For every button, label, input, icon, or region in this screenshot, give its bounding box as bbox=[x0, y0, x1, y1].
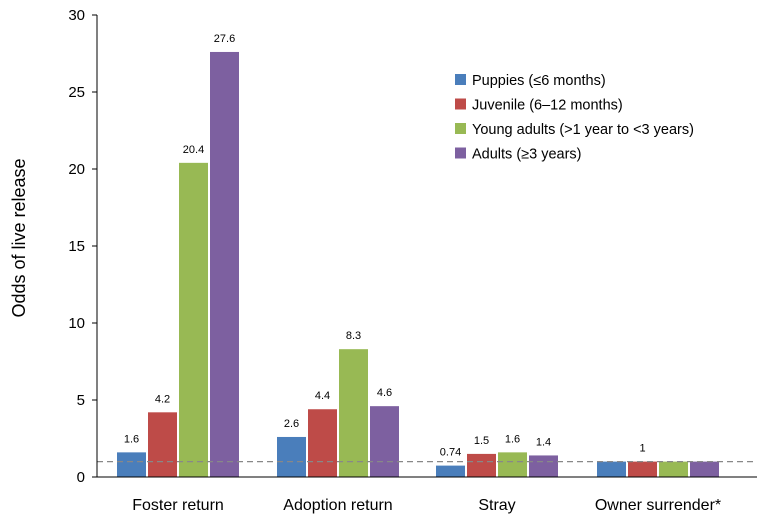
bar-4-4 bbox=[690, 461, 719, 477]
bar-1-4 bbox=[210, 51, 239, 478]
y-tick-label-3: 10 bbox=[68, 315, 85, 332]
y-axis-title: Odds of live release bbox=[9, 158, 29, 317]
y-tick-label-2: 5 bbox=[77, 392, 85, 409]
legend-swatch-4 bbox=[455, 147, 466, 159]
legend-label-1: Puppies (≤6 months) bbox=[472, 73, 606, 89]
bar-3-4 bbox=[529, 455, 558, 477]
x-tick-label-3: Stray bbox=[478, 497, 515, 514]
data-labels-layer: 1.6 4.2 20.4 27.6 2.6 4.4 8.3 4.6 0.74 1.5 1.6 1.4 1 bbox=[124, 33, 646, 459]
data-label-2-4: 4.6 bbox=[377, 387, 392, 399]
bar-2-4 bbox=[370, 406, 399, 477]
data-label-3-1: 0.74 bbox=[440, 447, 461, 459]
data-label-3-2: 1.5 bbox=[474, 435, 489, 447]
x-tick-label-1: Foster return bbox=[132, 497, 224, 514]
legend-label-4: Adults (≥3 years) bbox=[472, 147, 582, 163]
y-tick-label-4: 15 bbox=[68, 238, 85, 255]
data-label-1-1: 1.6 bbox=[124, 433, 139, 445]
axes-layer: Foster return Adoption return Stray Owner s… bbox=[68, 7, 757, 514]
bar-2-1 bbox=[277, 436, 306, 477]
data-label-3-4: 1.4 bbox=[536, 436, 551, 448]
bar-2-2 bbox=[308, 409, 337, 477]
bar-1-3 bbox=[179, 162, 208, 477]
bar-4-2 bbox=[628, 461, 657, 477]
y-tick-label-1: 0 bbox=[77, 469, 85, 486]
data-label-4-2: 1 bbox=[639, 443, 645, 455]
bar-4-3 bbox=[659, 461, 688, 477]
legend-label-2: Juvenile (6–12 months) bbox=[472, 98, 623, 114]
legend-swatch-3 bbox=[455, 123, 466, 134]
bar-3-2 bbox=[467, 453, 496, 477]
data-label-1-4: 27.6 bbox=[214, 33, 235, 45]
bar-4-1 bbox=[597, 461, 626, 477]
x-tick-label-2: Adoption return bbox=[283, 497, 392, 514]
data-label-2-2: 4.4 bbox=[315, 390, 330, 402]
x-tick-label-4: Owner surrender* bbox=[595, 497, 721, 514]
legend-swatch-2 bbox=[455, 98, 466, 110]
bars-layer bbox=[117, 51, 719, 478]
legend-label-3: Young adults (>1 year to <3 years) bbox=[472, 122, 694, 138]
data-label-2-1: 2.6 bbox=[284, 418, 299, 430]
y-tick-label-7: 30 bbox=[68, 7, 85, 24]
bar-3-3 bbox=[498, 452, 527, 477]
y-tick-label-6: 25 bbox=[68, 84, 85, 101]
y-tick-label-5: 20 bbox=[68, 161, 85, 178]
bar-2-3 bbox=[339, 349, 368, 477]
legend: Puppies (≤6 months) Juvenile (6–12 months… bbox=[455, 73, 694, 163]
data-label-1-3: 20.4 bbox=[183, 144, 204, 156]
bar-1-2 bbox=[148, 412, 177, 477]
bar-1-1 bbox=[117, 452, 146, 477]
data-label-3-3: 1.6 bbox=[505, 433, 520, 445]
legend-swatch-1 bbox=[455, 74, 466, 85]
data-label-2-3: 8.3 bbox=[346, 330, 361, 342]
bar-3-1 bbox=[436, 465, 465, 477]
data-label-1-2: 4.2 bbox=[155, 393, 170, 405]
